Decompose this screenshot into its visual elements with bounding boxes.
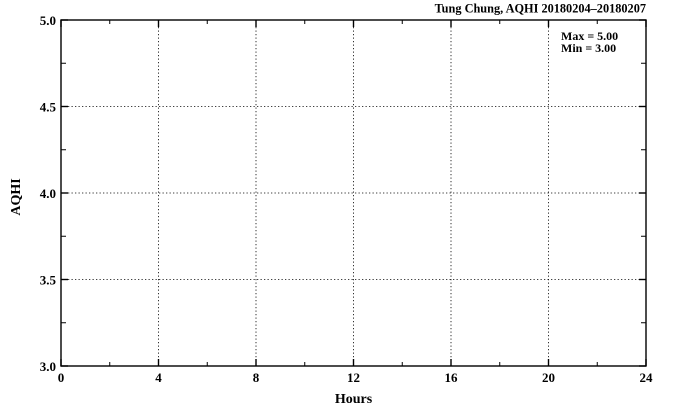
svg-text:3.5: 3.5 [40, 273, 57, 288]
svg-text:Min = 3.00: Min = 3.00 [561, 41, 616, 55]
svg-text:Tung Chung, AQHI 20180204–2018: Tung Chung, AQHI 20180204–20180207 [435, 2, 646, 16]
svg-text:4.0: 4.0 [40, 186, 56, 201]
svg-text:3.0: 3.0 [40, 359, 56, 374]
svg-text:0: 0 [58, 370, 65, 385]
svg-text:12: 12 [347, 370, 360, 385]
svg-text:AQHI: AQHI [9, 178, 24, 215]
svg-text:20: 20 [542, 370, 555, 385]
svg-text:8: 8 [253, 370, 260, 385]
svg-text:4: 4 [155, 370, 162, 385]
svg-text:4.5: 4.5 [40, 100, 57, 115]
svg-text:5.0: 5.0 [40, 13, 56, 28]
svg-text:Hours: Hours [335, 392, 373, 407]
svg-text:16: 16 [445, 370, 459, 385]
svg-text:24: 24 [640, 370, 654, 385]
